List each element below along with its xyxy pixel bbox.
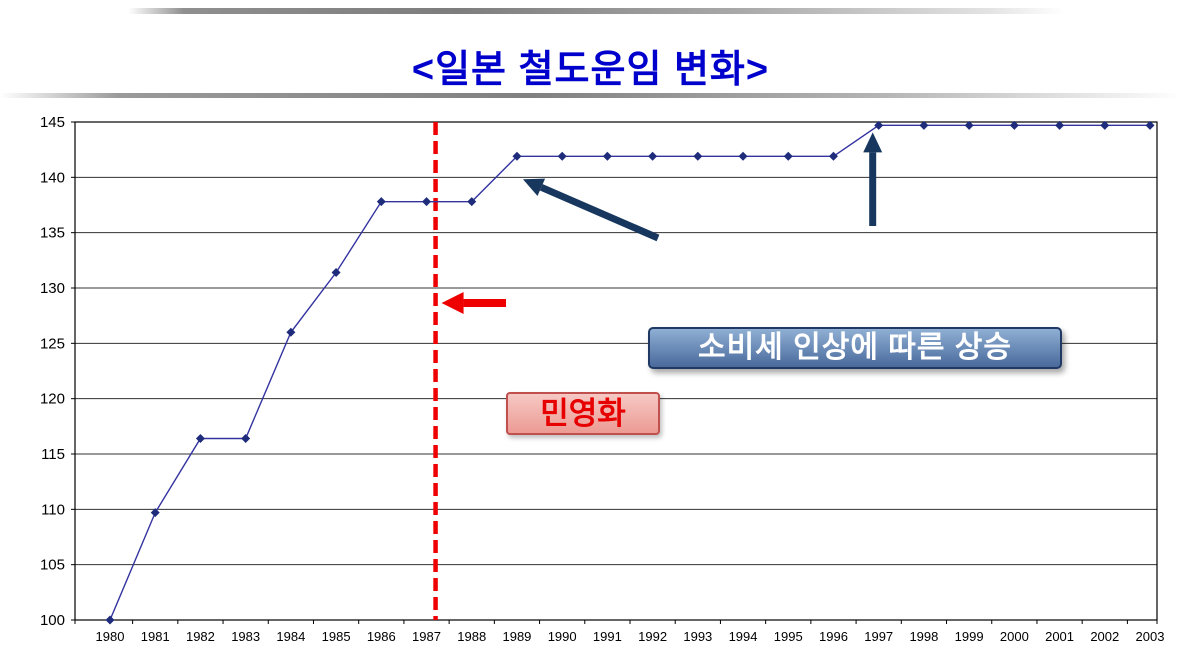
svg-text:140: 140	[40, 169, 65, 186]
privatization-arrow	[441, 292, 506, 314]
svg-text:1997: 1997	[864, 629, 893, 644]
svg-text:1995: 1995	[774, 629, 803, 644]
svg-text:1999: 1999	[955, 629, 984, 644]
svg-text:1996: 1996	[819, 629, 848, 644]
svg-text:1980: 1980	[96, 629, 125, 644]
svg-text:1984: 1984	[276, 629, 305, 644]
svg-text:1993: 1993	[683, 629, 712, 644]
privatization-callout: 민영화	[506, 392, 660, 435]
svg-text:1982: 1982	[186, 629, 215, 644]
tax-increase-callout: 소비세 인상에 따른 상승	[648, 327, 1062, 369]
svg-text:2000: 2000	[1000, 629, 1029, 644]
svg-text:105: 105	[40, 557, 65, 574]
top-divider	[128, 8, 1064, 14]
svg-text:1983: 1983	[231, 629, 260, 644]
svg-text:2003: 2003	[1136, 629, 1165, 644]
gridlines	[75, 176, 1157, 566]
svg-text:135: 135	[40, 225, 65, 242]
data-points	[105, 120, 1155, 625]
svg-text:130: 130	[40, 280, 65, 297]
svg-text:145: 145	[40, 114, 65, 131]
svg-text:125: 125	[40, 335, 65, 352]
svg-text:100: 100	[40, 612, 65, 629]
svg-text:1986: 1986	[367, 629, 396, 644]
svg-text:1989: 1989	[502, 629, 531, 644]
svg-text:1985: 1985	[322, 629, 351, 644]
chart-title: <일본 철도운임 변화>	[411, 49, 770, 91]
title-divider	[0, 93, 1181, 98]
svg-text:2001: 2001	[1045, 629, 1074, 644]
y-axis-labels: 100 105 110 115 120 125 130 135 140 145	[40, 114, 75, 629]
svg-text:1994: 1994	[729, 629, 758, 644]
svg-text:110: 110	[41, 501, 65, 518]
tax-arrow-diagonal	[522, 178, 660, 242]
tax-arrow-vertical	[863, 132, 883, 226]
fare-line	[109, 124, 1150, 621]
plot-border	[74, 121, 1158, 621]
line-chart: 100 105 110 115 120 125 130 135 140 145 1980 1981 19…	[0, 105, 1181, 662]
svg-text:115: 115	[41, 446, 65, 463]
svg-text:2002: 2002	[1090, 629, 1119, 644]
x-axis-labels: 1980 1981 1982 1983 1984 1985 1986 1987 1988 1989…	[96, 629, 1165, 644]
svg-text:1992: 1992	[638, 629, 667, 644]
svg-text:1981: 1981	[141, 629, 170, 644]
svg-text:120: 120	[40, 391, 65, 408]
x-axis-ticks	[74, 620, 1158, 624]
svg-text:1990: 1990	[548, 629, 577, 644]
svg-text:1998: 1998	[909, 629, 938, 644]
svg-text:1991: 1991	[593, 629, 622, 644]
svg-text:1987: 1987	[412, 629, 441, 644]
svg-text:1988: 1988	[457, 629, 486, 644]
